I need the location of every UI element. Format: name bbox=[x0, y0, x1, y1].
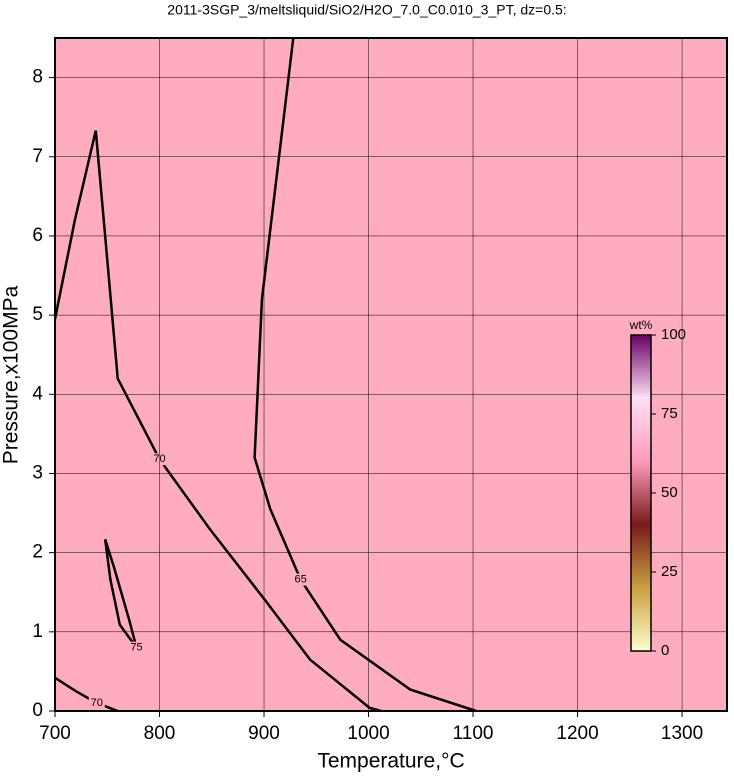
contour-label: 65 bbox=[294, 573, 306, 585]
y-tick-label: 0 bbox=[32, 700, 43, 721]
y-tick-label: 4 bbox=[32, 383, 43, 404]
x-tick-label: 1100 bbox=[453, 723, 494, 744]
colorbar-tick-label: 25 bbox=[661, 563, 678, 580]
chart-title: 2011-3SGP_3/meltsliquid/SiO2/H2O_7.0_C0.… bbox=[167, 2, 566, 18]
contour-label: 70 bbox=[91, 697, 103, 709]
contour-line bbox=[54, 676, 119, 713]
y-tick-label: 1 bbox=[32, 621, 43, 642]
colorbar bbox=[630, 334, 652, 652]
contour-label-bg bbox=[88, 697, 105, 710]
colorbar-tick-label: 100 bbox=[661, 326, 686, 343]
x-axis-label: Temperature,°C bbox=[317, 750, 464, 773]
x-tick-label: 1300 bbox=[661, 723, 703, 744]
x-tick-label: 1000 bbox=[347, 723, 389, 744]
colorbar-tick-label: 0 bbox=[661, 642, 669, 659]
contour-label: 75 bbox=[130, 642, 142, 654]
contour-label-bg bbox=[292, 573, 309, 586]
x-tick-label: 800 bbox=[144, 723, 176, 744]
y-tick-label: 6 bbox=[32, 225, 43, 246]
y-tick-label: 5 bbox=[32, 304, 43, 325]
colorbar-tick-label: 75 bbox=[661, 405, 678, 422]
plot-area bbox=[55, 38, 727, 711]
contour-line bbox=[253, 37, 477, 713]
y-tick-label: 8 bbox=[32, 67, 43, 88]
x-tick-label: 1200 bbox=[556, 723, 598, 744]
plot-frame bbox=[54, 37, 728, 712]
x-tick-label: 900 bbox=[248, 723, 280, 744]
x-tick-label: 700 bbox=[39, 723, 71, 744]
colorbar-tick-label: 50 bbox=[661, 484, 678, 501]
contour-label-bg bbox=[128, 641, 145, 654]
y-tick-label: 3 bbox=[32, 462, 43, 483]
y-tick-label: 7 bbox=[32, 146, 43, 167]
y-tick-label: 2 bbox=[32, 542, 43, 563]
colorbar-label: wt% bbox=[629, 318, 653, 332]
y-axis-label: Pressure,x100MPa bbox=[0, 285, 23, 464]
